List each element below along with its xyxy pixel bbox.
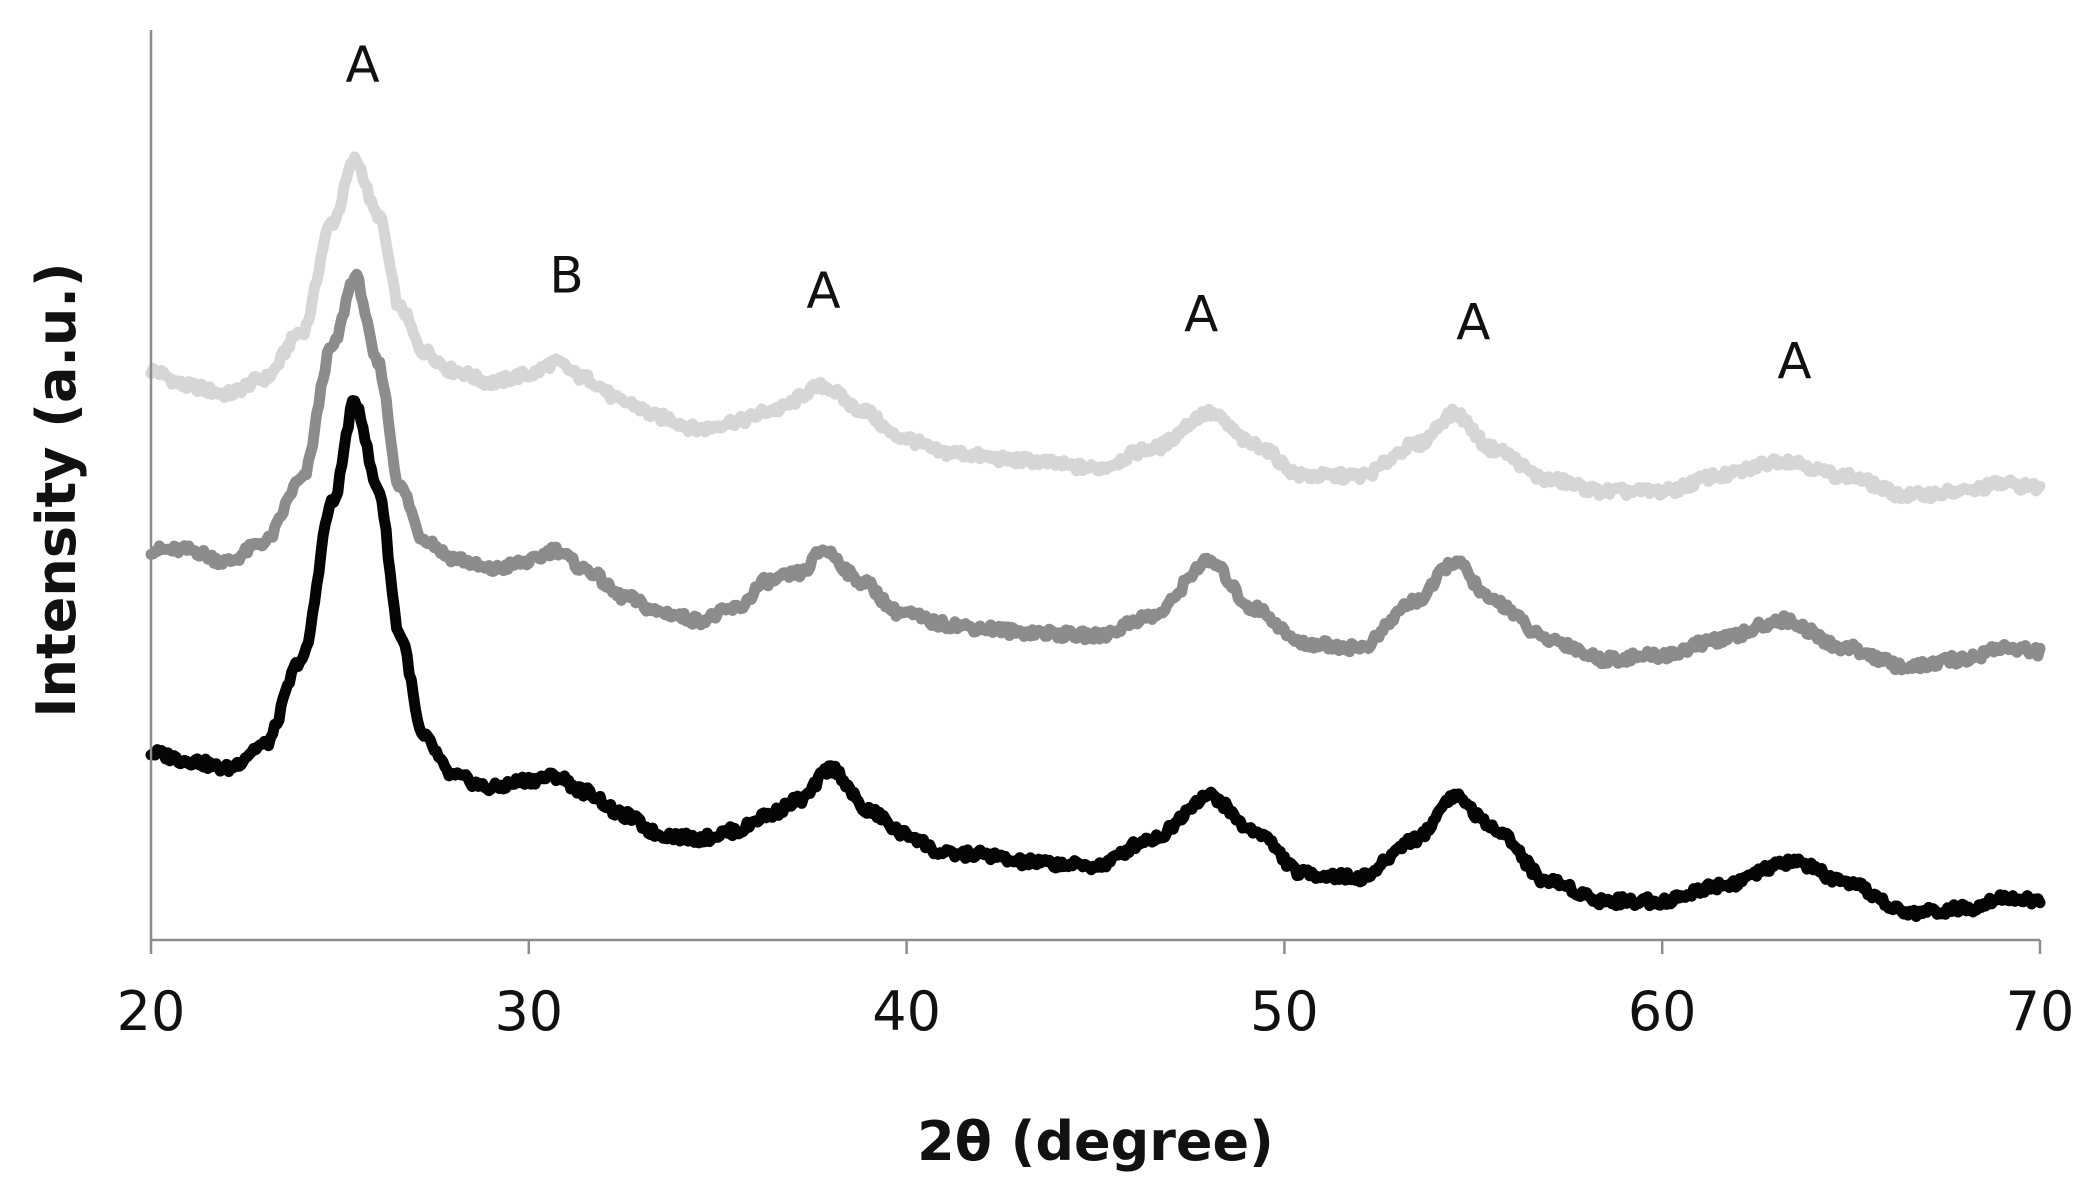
- peak-label: A: [1184, 286, 1218, 344]
- x-tick-label: 50: [1250, 980, 1319, 1043]
- x-tick-label: 60: [1628, 980, 1697, 1043]
- peak-label: A: [1777, 332, 1811, 390]
- series-layer: [145, 151, 2046, 922]
- series-line-3: [145, 395, 2046, 922]
- series-line-2: [145, 268, 2046, 676]
- peak-label: A: [1456, 293, 1490, 351]
- peak-annotations: A B A A A A: [345, 36, 1811, 390]
- series-line-1: [145, 151, 2046, 505]
- x-tick-label: 20: [117, 980, 186, 1043]
- x-tick-label: 70: [2006, 980, 2075, 1043]
- x-tick-label: 40: [872, 980, 941, 1043]
- peak-label: A: [806, 262, 840, 320]
- peak-label: A: [345, 36, 379, 94]
- x-ticks: 20 30 40 50 60 70: [117, 940, 2075, 1043]
- x-tick-label: 30: [494, 980, 563, 1043]
- peak-label: B: [549, 247, 583, 305]
- y-axis-title: Intensity (a.u.): [25, 262, 88, 717]
- x-axis-title: 2θ (degree): [917, 1110, 1274, 1173]
